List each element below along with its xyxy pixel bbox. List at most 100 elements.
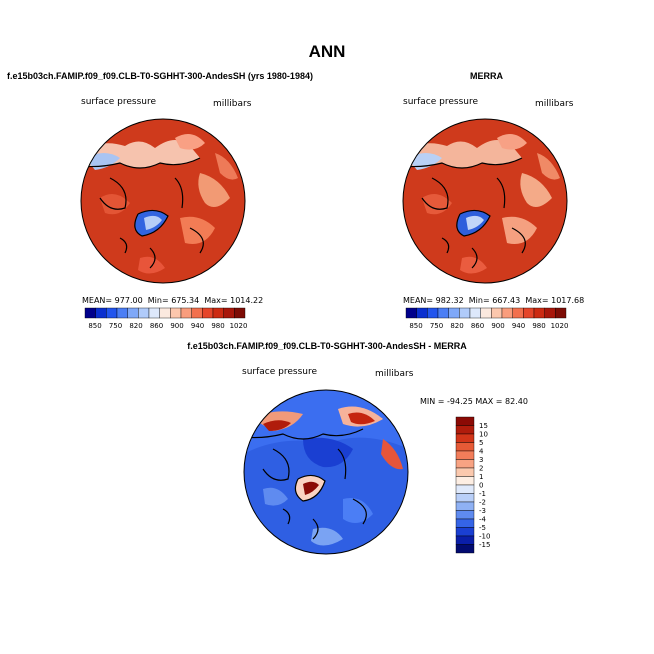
- colorbar-swatch: [459, 307, 471, 319]
- colorbar-tick-label: -1: [479, 490, 486, 498]
- colorbar-tick-label: 3: [479, 456, 483, 464]
- colorbar-swatch: [191, 307, 203, 319]
- colorbar-swatch: [469, 307, 481, 319]
- colorbar-swatch: [170, 307, 182, 319]
- coastlines: [403, 157, 526, 269]
- colorbar-swatch: [455, 535, 475, 545]
- colorbar-swatch: [555, 307, 567, 319]
- panel1-case-title: f.e15b03ch.FAMIP.f09_f09.CLB-T0-SGHHT-30…: [7, 71, 313, 81]
- colorbar-tick-label: -15: [479, 541, 490, 549]
- panel3-variable: surface pressure: [242, 367, 317, 377]
- colorbar-swatch: [455, 433, 475, 443]
- coastlines: [244, 428, 367, 540]
- colorbar-tick-label: 980: [532, 322, 545, 330]
- colorbar-swatch: [455, 484, 475, 494]
- panel3-map: [243, 389, 409, 555]
- panel2-map: [402, 118, 568, 284]
- figure-title: ANN: [308, 42, 346, 61]
- colorbar-swatch: [223, 307, 235, 319]
- colorbar-tick-label: 900: [170, 322, 183, 330]
- colorbar-tick-label: 900: [491, 322, 504, 330]
- colorbar-tick-label: 5: [479, 439, 483, 447]
- colorbar-tick-label: -10: [479, 533, 490, 541]
- colorbar-tick-label: -3: [479, 507, 486, 515]
- colorbar-swatch: [455, 467, 475, 477]
- colorbar-swatch: [491, 307, 503, 319]
- colorbar-tick-label: 980: [211, 322, 224, 330]
- colorbar-swatch: [501, 307, 513, 319]
- colorbar-swatch: [106, 307, 118, 319]
- colorbar-swatch: [480, 307, 492, 319]
- colorbar-tick-label: -5: [479, 524, 486, 532]
- colorbar-swatch: [455, 510, 475, 520]
- colorbar-swatch: [405, 307, 417, 319]
- colorbar-swatch: [180, 307, 192, 319]
- colorbar-tick-label: 860: [471, 322, 484, 330]
- colorbar-tick-label: 750: [430, 322, 443, 330]
- colorbar-swatch: [84, 307, 96, 319]
- colorbar-swatch: [159, 307, 171, 319]
- panel2-units: millibars: [535, 99, 574, 109]
- colorbar-tick-label: 1: [479, 473, 483, 481]
- colorbar-tick-label: -2: [479, 499, 486, 507]
- colorbar-tick-label: 940: [512, 322, 525, 330]
- colorbar-swatch: [448, 307, 460, 319]
- colorbar-swatch: [533, 307, 545, 319]
- panel2-colorbar: 850 750 820 860 900 940 980 1020: [405, 307, 569, 330]
- colorbar-tick-label: 2: [479, 465, 483, 473]
- colorbar-tick-label: 0: [479, 482, 483, 490]
- colorbar-tick-label: 15: [479, 422, 488, 430]
- colorbar-swatch: [95, 307, 107, 319]
- coastlines: [81, 157, 204, 269]
- colorbar-swatch: [455, 476, 475, 486]
- colorbar-swatch: [455, 493, 475, 503]
- colorbar-tick-label: 860: [150, 322, 163, 330]
- colorbar-tick-label: 940: [191, 322, 204, 330]
- panel1-colorbar: 850 750 820 860 900 940 980 1020: [84, 307, 248, 330]
- colorbar-swatch: [544, 307, 556, 319]
- panel3-case-title: f.e15b03ch.FAMIP.f09_f09.CLB-T0-SGHHT-30…: [187, 341, 467, 351]
- colorbar-swatch: [455, 425, 475, 435]
- colorbar-tick-label: 850: [409, 322, 422, 330]
- panel2-variable: surface pressure: [403, 97, 478, 107]
- colorbar-tick-label: 850: [88, 322, 101, 330]
- colorbar-swatch: [234, 307, 246, 319]
- colorbar-swatch: [455, 527, 475, 537]
- colorbar-swatch: [523, 307, 535, 319]
- colorbar-swatch: [455, 416, 475, 426]
- colorbar-swatch: [455, 518, 475, 528]
- colorbar-swatch: [138, 307, 150, 319]
- colorbar-tick-label: 10: [479, 431, 488, 439]
- panel2-stats: MEAN= 982.32 Min= 667.43 Max= 1017.68: [403, 296, 585, 305]
- colorbar-tick-label: 820: [450, 322, 463, 330]
- colorbar-swatch: [427, 307, 439, 319]
- colorbar-swatch: [455, 501, 475, 511]
- panel2-case-title: MERRA: [470, 71, 503, 81]
- colorbar-tick-label: 820: [129, 322, 142, 330]
- colorbar-swatch: [437, 307, 449, 319]
- colorbar-swatch: [212, 307, 224, 319]
- map-border: [243, 389, 409, 555]
- colorbar-tick-label: -4: [479, 516, 487, 524]
- colorbar-swatch: [148, 307, 160, 319]
- panel1-map: [80, 118, 246, 284]
- panel1-variable: surface pressure: [81, 97, 156, 107]
- colorbar-swatch: [455, 450, 475, 460]
- colorbar-swatch: [455, 459, 475, 469]
- panel1-stats: MEAN= 977.00 Min= 675.34 Max= 1014.22: [82, 296, 264, 305]
- colorbar-swatch: [455, 544, 475, 554]
- panel1-units: millibars: [213, 99, 252, 109]
- map-border: [402, 118, 568, 284]
- colorbar-tick-label: 750: [109, 322, 122, 330]
- colorbar-tick-label: 1020: [230, 322, 248, 330]
- colorbar-swatch: [116, 307, 128, 319]
- colorbar-swatch: [455, 442, 475, 452]
- panel3-stats: MIN = -94.25 MAX = 82.40: [420, 397, 528, 406]
- colorbar-swatch: [416, 307, 428, 319]
- map-border: [80, 118, 246, 284]
- colorbar-swatch: [202, 307, 214, 319]
- colorbar-tick-label: 1020: [551, 322, 569, 330]
- panel3-units: millibars: [375, 369, 414, 379]
